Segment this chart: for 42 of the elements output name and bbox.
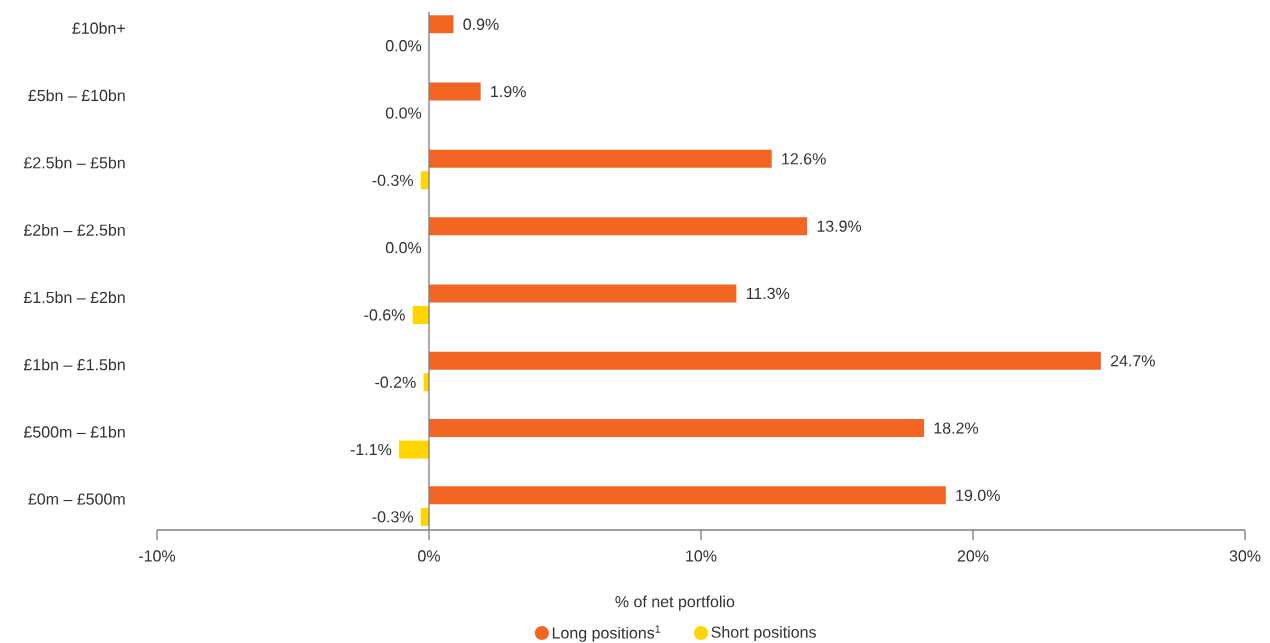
data-label: 1.9% bbox=[491, 85, 526, 98]
legend-label: Long positions$^{1}$ bbox=[552, 625, 661, 642]
data-label: -0.3% bbox=[372, 174, 413, 187]
y-tick-label: £2.5bn – £5bn bbox=[23, 156, 125, 169]
x-tick-label: 30% bbox=[1229, 550, 1261, 562]
bar bbox=[412, 305, 430, 324]
bar bbox=[429, 351, 1101, 370]
bar bbox=[429, 486, 946, 505]
y-tick-label: £1.5bn – £2bn bbox=[23, 291, 125, 304]
y-tick-label: £10bn+ bbox=[72, 22, 125, 34]
data-label: 0.0% bbox=[385, 242, 422, 254]
y-tick-label: £0m – £500m bbox=[28, 493, 125, 505]
x-axis-title: % of net portfolio bbox=[615, 595, 735, 611]
x-tick-label: 10% bbox=[686, 550, 717, 562]
bar bbox=[429, 419, 925, 438]
y-tick-label: £5bn – £10bn bbox=[28, 89, 125, 102]
data-label: -0.2% bbox=[375, 376, 416, 388]
y-tick-label: £500m – £1bn bbox=[23, 425, 125, 438]
bar bbox=[429, 217, 808, 236]
x-tick-label: 0% bbox=[418, 550, 440, 562]
data-label: 13.9% bbox=[817, 220, 862, 232]
data-label: -0.3% bbox=[372, 511, 413, 523]
y-tick-label: £1bn – £1.5bn bbox=[23, 358, 125, 371]
data-label: 18.2% bbox=[934, 422, 979, 434]
bar bbox=[399, 440, 430, 459]
data-label: 24.7% bbox=[1110, 355, 1155, 367]
bar bbox=[429, 149, 772, 168]
bar bbox=[429, 15, 454, 34]
data-label: -1.1% bbox=[350, 443, 392, 456]
data-label: -0.6% bbox=[364, 309, 405, 321]
bar bbox=[429, 82, 481, 101]
x-tick-label: 20% bbox=[957, 550, 989, 562]
bar bbox=[429, 284, 737, 303]
legend-label: Short positions bbox=[711, 626, 816, 642]
y-tick-label: £2bn – £2.5bn bbox=[23, 224, 125, 236]
data-label: 0.0% bbox=[385, 107, 422, 119]
data-label: 12.6% bbox=[782, 153, 826, 165]
data-label: 0.9% bbox=[463, 18, 499, 30]
data-label: 19.0% bbox=[956, 489, 1000, 502]
data-label: 0.0% bbox=[385, 40, 422, 52]
data-label: 11.3% bbox=[746, 287, 790, 300]
x-tick-label: -10% bbox=[139, 550, 176, 562]
